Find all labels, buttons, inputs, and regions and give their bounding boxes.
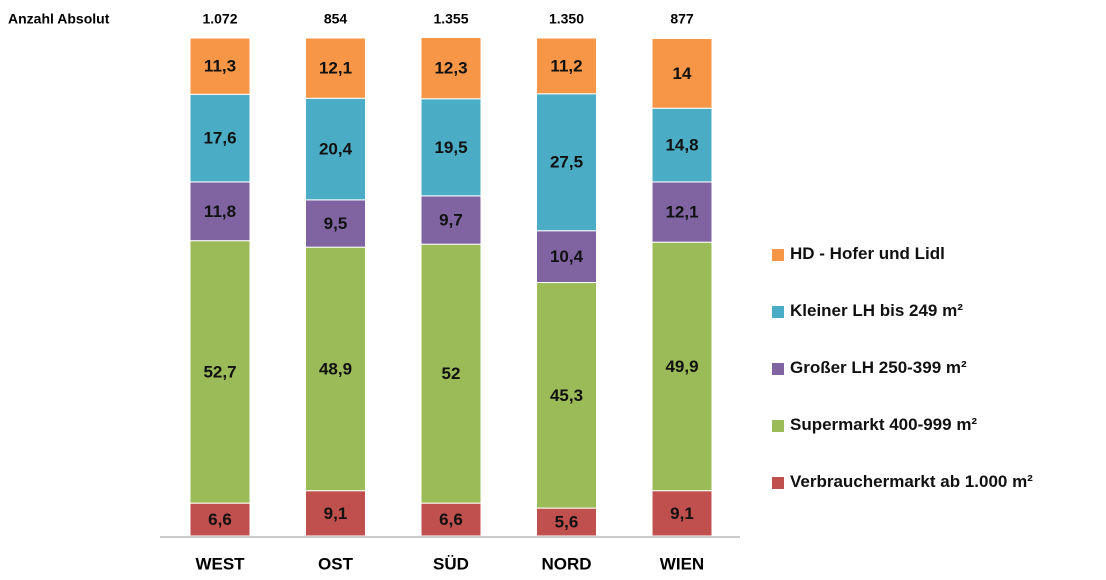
data-label: 17,6: [203, 129, 236, 148]
legend-label: Supermarkt 400-999 m²: [790, 415, 978, 434]
data-label: 19,5: [434, 138, 467, 157]
legend-swatch: [772, 477, 784, 489]
data-label: 9,1: [670, 504, 694, 523]
bar-segment: [536, 37, 597, 95]
legend-label: Verbrauchermarkt ab 1.000 m²: [790, 472, 1033, 491]
legend-swatch: [772, 306, 784, 318]
bar-segment: [189, 240, 251, 504]
legend-label: Großer LH 250-399 m²: [790, 358, 967, 377]
data-label: 12,3: [434, 59, 467, 78]
x-tick-label: SÜD: [433, 554, 469, 573]
legend-item: Verbrauchermarkt ab 1.000 m²: [772, 472, 1102, 529]
legend-swatch: [772, 420, 784, 432]
legend-item: HD - Hofer und Lidl: [772, 244, 1102, 301]
legend-item: Großer LH 250-399 m²: [772, 358, 1102, 415]
data-label: 6,6: [439, 510, 463, 529]
data-label: 14: [673, 64, 692, 83]
data-label: 9,7: [439, 211, 463, 230]
bar-segment: [536, 230, 597, 284]
total-label: 877: [670, 11, 694, 27]
bar-segment: [305, 246, 366, 492]
legend-label: HD - Hofer und Lidl: [790, 244, 945, 263]
data-label: 52,7: [203, 362, 236, 381]
bar-segment: [420, 37, 482, 100]
data-label: 12,1: [319, 59, 352, 78]
bar-segment: [536, 507, 597, 537]
data-label: 20,4: [319, 140, 353, 159]
legend-item: Kleiner LH bis 249 m²: [772, 301, 1102, 358]
bar-segment: [651, 181, 713, 243]
data-label: 11,8: [204, 202, 236, 221]
data-label: 52: [442, 364, 461, 383]
legend-swatch: [772, 249, 784, 261]
bar-segment: [305, 37, 366, 99]
bar-segment: [420, 98, 482, 197]
bar-segment: [305, 199, 366, 248]
data-label: 12,1: [665, 203, 698, 222]
x-tick-label: WEST: [195, 554, 245, 573]
annotation-label: Anzahl Absolut: [8, 11, 110, 27]
data-label: 5,6: [555, 513, 579, 532]
data-label: 10,4: [550, 247, 584, 266]
data-label: 45,3: [550, 386, 583, 405]
bar-segment: [651, 490, 713, 537]
bar-segment: [536, 282, 597, 509]
data-label: 14,8: [665, 136, 698, 155]
total-label: 1.350: [549, 11, 584, 27]
data-label: 27,5: [550, 153, 583, 172]
data-label: 6,6: [208, 510, 232, 529]
legend-label: Kleiner LH bis 249 m²: [790, 301, 963, 320]
legend: HD - Hofer und Lidl Kleiner LH bis 249 m²…: [772, 244, 1102, 529]
data-label: 9,1: [324, 504, 348, 523]
bar-segment: [189, 37, 251, 95]
bar-segment: [420, 195, 482, 245]
total-label: 854: [324, 11, 348, 27]
data-label: 49,9: [665, 357, 698, 376]
bar-segment: [536, 93, 597, 232]
data-label: 9,5: [324, 214, 348, 233]
bar-segment: [189, 93, 251, 183]
bar-segment: [420, 502, 482, 537]
bar-segment: [651, 241, 713, 492]
bar-segment: [651, 107, 713, 183]
total-label: 1.355: [433, 11, 468, 27]
x-tick-label: OST: [318, 554, 354, 573]
data-label: 11,2: [550, 56, 582, 75]
bar-segment: [305, 97, 366, 201]
data-label: 48,9: [319, 359, 352, 378]
bar-segment: [420, 243, 482, 504]
bar-segment: [189, 502, 251, 537]
bar-segment: [651, 37, 713, 109]
data-label: 11,3: [204, 57, 236, 76]
x-tick-label: NORD: [541, 554, 591, 573]
bar-segment: [305, 490, 366, 537]
legend-item: Supermarkt 400-999 m²: [772, 415, 1102, 472]
total-label: 1.072: [202, 11, 237, 27]
legend-swatch: [772, 363, 784, 375]
x-tick-label: WIEN: [660, 554, 704, 573]
